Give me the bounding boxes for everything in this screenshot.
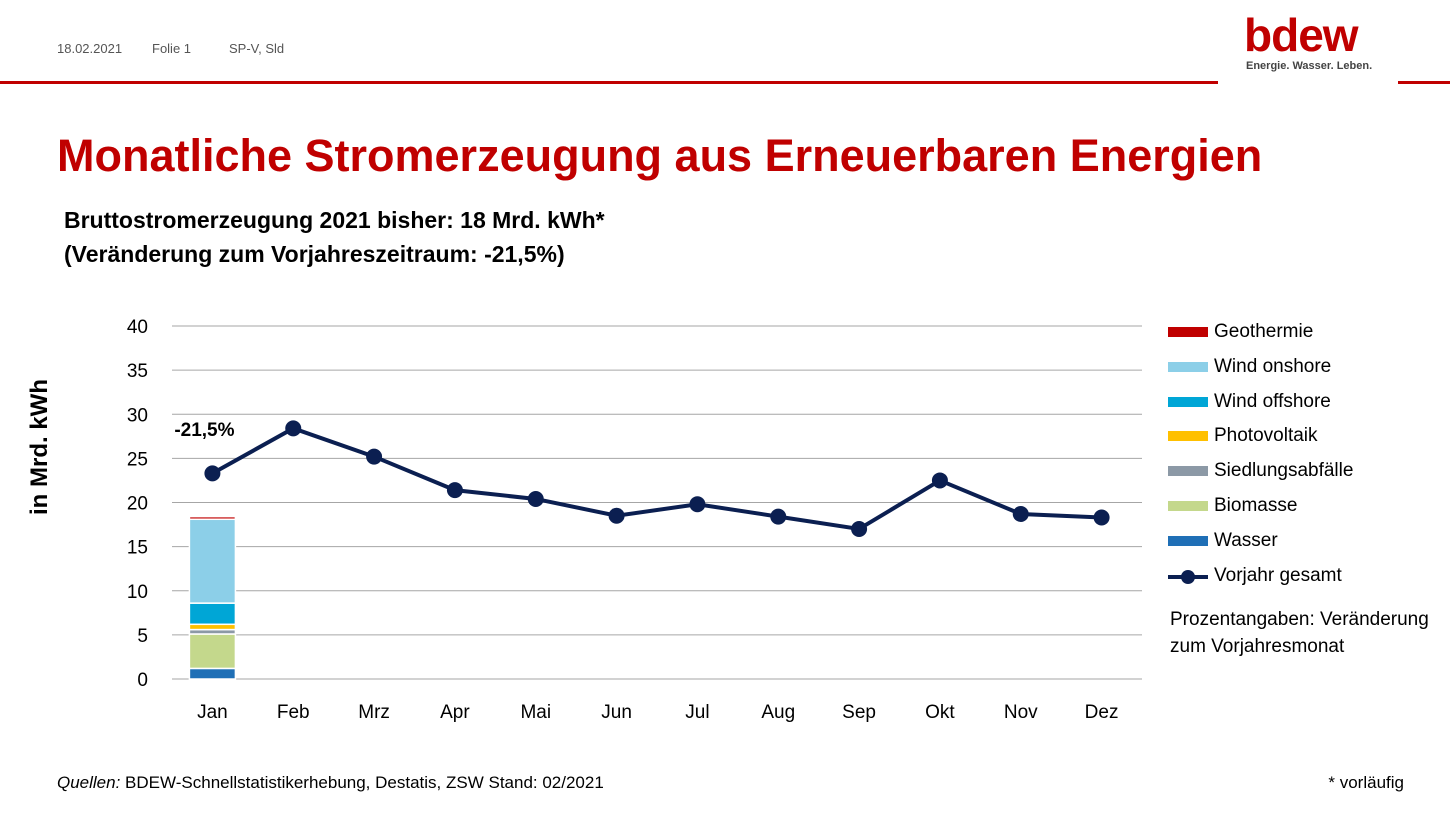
y-tick-labels: 0 5 10 15 20 25 30 35 40 bbox=[127, 317, 148, 691]
legend-swatch bbox=[1168, 361, 1208, 372]
legend-swatch bbox=[1168, 327, 1208, 337]
vorjahr-marker bbox=[285, 420, 302, 437]
bar-segment bbox=[188, 602, 237, 626]
page-title: Monatliche Stromerzeugung aus Erneuerbar… bbox=[57, 130, 1263, 181]
footnote: * vorläufig bbox=[1328, 773, 1404, 792]
legend-label: Vorjahr gesamt bbox=[1214, 564, 1342, 586]
chart-subtitle-line1: Bruttostromerzeugung 2021 bisher: 18 Mrd… bbox=[64, 207, 605, 233]
vorjahr-marker bbox=[851, 520, 868, 537]
bar-segment bbox=[188, 515, 237, 521]
x-tick-label: Jun bbox=[601, 702, 632, 723]
legend-label: Wind offshore bbox=[1214, 390, 1331, 412]
vorjahr-line bbox=[204, 420, 1110, 537]
logo-tagline: Energie. Wasser. Leben. bbox=[1246, 60, 1373, 72]
source-line: Quellen: BDEW-Schnellstatistikerhebung, … bbox=[57, 773, 604, 793]
legend-label: Wasser bbox=[1214, 529, 1278, 551]
vorjahr-marker bbox=[204, 465, 221, 482]
y-tick-label: 35 bbox=[127, 361, 148, 382]
legend-line-swatch bbox=[1168, 569, 1208, 584]
y-tick-label: 20 bbox=[127, 494, 148, 515]
bar-segment bbox=[188, 667, 237, 680]
legend-swatch bbox=[1168, 431, 1208, 442]
x-tick-label: Nov bbox=[1004, 702, 1038, 723]
legend-swatch bbox=[1168, 466, 1208, 477]
legend-swatch bbox=[1168, 501, 1208, 511]
logo-wordmark: bdew bbox=[1244, 9, 1359, 61]
x-tick-label: Aug bbox=[761, 702, 795, 723]
vorjahr-marker bbox=[608, 507, 625, 524]
vorjahr-marker bbox=[931, 472, 948, 489]
legend-label: Wind onshore bbox=[1214, 355, 1332, 377]
x-tick-label: Apr bbox=[440, 702, 470, 723]
legend-label: Biomasse bbox=[1214, 495, 1298, 516]
y-tick-label: 0 bbox=[137, 670, 148, 691]
x-tick-label: Jan bbox=[197, 702, 228, 723]
vorjahr-marker bbox=[366, 448, 383, 465]
y-tick-label: 5 bbox=[137, 626, 148, 647]
y-tick-label: 30 bbox=[127, 405, 148, 426]
x-tick-labels: Jan Feb Mrz Apr Mai Jun Jul Aug Sep Okt Nov Dez bbox=[197, 702, 1118, 723]
chart-subtitle-line2: (Veränderung zum Vorjahreszeitraum: -21,… bbox=[64, 241, 565, 267]
slide-number: Folie 1 bbox=[152, 41, 192, 56]
bdew-logo: bdew Energie. Wasser. Leben. bbox=[1240, 12, 1390, 72]
legend-note: Prozentangaben: Veränderung zum Vorjahre… bbox=[1170, 609, 1429, 657]
y-tick-label: 25 bbox=[127, 449, 148, 470]
source-label: Quellen: bbox=[57, 773, 121, 792]
y-tick-label: 15 bbox=[127, 538, 148, 559]
x-tick-label: Sep bbox=[842, 702, 876, 723]
source-text: BDEW-Schnellstatistikerhebung, Destatis,… bbox=[120, 773, 604, 792]
legend-label: Geothermie bbox=[1214, 321, 1314, 342]
bar-segment bbox=[188, 623, 237, 631]
vorjahr-marker bbox=[1012, 505, 1029, 522]
grid-lines bbox=[172, 325, 1142, 680]
x-tick-label: Jul bbox=[685, 702, 709, 723]
legend-swatch bbox=[1168, 535, 1208, 546]
x-tick-label: Mrz bbox=[358, 702, 390, 723]
header-rule-right bbox=[1398, 81, 1450, 84]
bar-segment bbox=[188, 633, 237, 670]
vorjahr-marker bbox=[689, 496, 706, 513]
header-rule-left bbox=[0, 81, 1218, 84]
vorjahr-marker bbox=[1093, 509, 1110, 526]
x-tick-label: Mai bbox=[520, 702, 551, 723]
vorjahr-marker bbox=[446, 482, 463, 499]
percent-annotation: -21,5% bbox=[174, 420, 234, 441]
vorjahr-marker bbox=[770, 508, 787, 525]
x-tick-label: Okt bbox=[925, 702, 955, 723]
x-tick-label: Feb bbox=[277, 702, 310, 723]
legend-swatch bbox=[1168, 396, 1208, 407]
legend-label: Photovoltaik bbox=[1214, 425, 1318, 447]
bar-segment bbox=[188, 518, 237, 604]
y-tick-label: 40 bbox=[127, 317, 148, 338]
stacked-bars bbox=[188, 515, 237, 680]
legend-label: Siedlungsabfälle bbox=[1214, 460, 1354, 482]
vorjahr-line-path bbox=[211, 426, 1102, 532]
slide-author: SP-V, Sld bbox=[229, 41, 285, 56]
y-tick-label: 10 bbox=[127, 582, 148, 603]
slide-date: 18.02.2021 bbox=[57, 41, 123, 56]
annotations: -21,5% bbox=[174, 420, 234, 441]
vorjahr-marker bbox=[527, 490, 544, 507]
x-tick-label: Dez bbox=[1085, 702, 1119, 723]
